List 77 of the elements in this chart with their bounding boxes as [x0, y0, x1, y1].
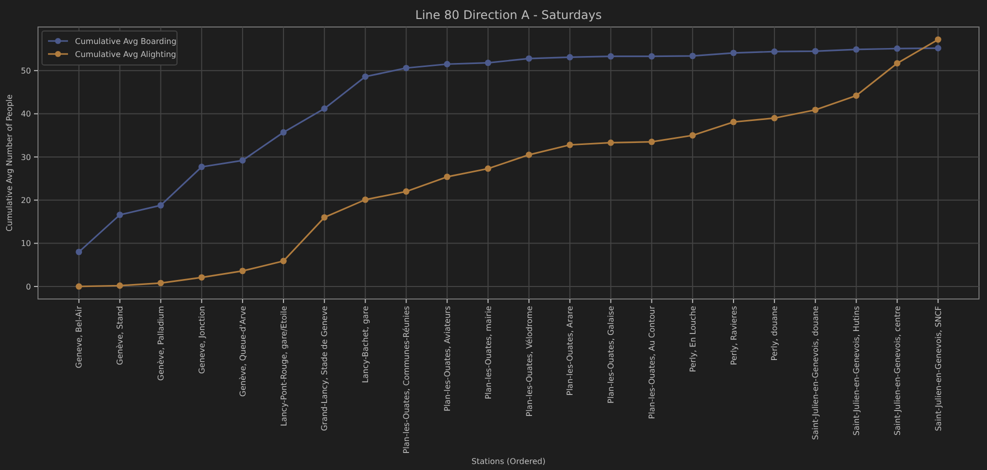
point — [608, 53, 614, 60]
point — [526, 152, 532, 158]
x-tick-label: Saint-Julien-en-Genevois, centre — [892, 306, 902, 436]
point — [689, 52, 696, 60]
point — [484, 60, 492, 66]
point — [566, 142, 574, 148]
x-tick-label: Perly, En Louche — [688, 306, 698, 372]
legend-label: Cumulative Avg Boarding — [75, 36, 176, 46]
point — [566, 54, 574, 60]
point — [444, 174, 450, 180]
x-tick-label: Genève, Stand — [116, 306, 125, 366]
x-tick-label: Plan-les-Ouates, Galaise — [606, 306, 616, 404]
point — [648, 53, 655, 60]
point — [239, 157, 246, 164]
x-tick-label: Saint-Julien-en-Genevois, SNCF — [934, 306, 943, 432]
point — [198, 164, 205, 170]
point — [444, 60, 450, 68]
point — [321, 214, 328, 221]
x-tick-label: Geneve, Bel-Air — [74, 305, 84, 368]
point — [648, 138, 655, 146]
x-tick-label: Genève, Queue-d'Arve — [238, 306, 248, 397]
point — [853, 46, 860, 53]
point — [158, 280, 164, 286]
legend-label: Cumulative Avg Alighting — [75, 50, 176, 59]
y-tick-label: 50 — [20, 66, 31, 76]
point — [894, 60, 900, 66]
point — [934, 36, 942, 43]
x-tick-label: Plan-les-Ouates, Aviateurs — [442, 306, 452, 412]
point — [362, 196, 369, 203]
point — [526, 55, 532, 62]
x-tick-label: Grand-Lancy, Stade de Geneve — [320, 306, 330, 432]
x-tick-label: Lancy-Pont-Rouge, gare/Etoile — [279, 306, 288, 426]
x-tick-label: Genève, Palladium — [156, 306, 166, 381]
point — [158, 202, 164, 209]
y-tick-label: 0 — [26, 282, 31, 292]
point — [239, 268, 246, 274]
y-axis-title: Cumulative Avg Number of People — [5, 94, 14, 232]
point — [771, 48, 778, 55]
y-tick-label: 10 — [20, 239, 31, 248]
point — [484, 165, 492, 172]
point — [608, 140, 614, 146]
x-tick-label: Plan-les-Ouates, Communes-Réunies — [402, 306, 412, 454]
x-tick-label: Saint-Julien-en-Genevois, douane — [811, 306, 820, 440]
point — [362, 73, 369, 80]
point — [76, 248, 82, 256]
point — [730, 118, 737, 126]
point — [116, 212, 124, 218]
chart-title: Line 80 Direction A - Saturdays — [415, 8, 602, 22]
x-tick-label: Plan-les-Ouates, Au Contour — [647, 305, 656, 419]
point — [812, 48, 819, 54]
point — [730, 50, 737, 56]
x-tick-label: Saint-Julien-en-Genevois, Hutins — [852, 306, 862, 436]
x-tick-label: Lancy-Bachet, gare — [361, 306, 370, 384]
point — [280, 258, 287, 264]
y-tick-label: 30 — [20, 152, 31, 162]
x-tick-label: Perly, Ravieres — [729, 306, 738, 366]
x-tick-label: Perly, douane — [770, 306, 780, 361]
point — [403, 64, 410, 72]
point — [853, 92, 860, 99]
point — [116, 282, 124, 289]
point — [934, 44, 942, 52]
x-axis-title: Stations (Ordered) — [472, 457, 546, 466]
point — [403, 188, 410, 195]
point — [771, 114, 778, 122]
x-tick-label: Plan-les-Ouates, mairie — [484, 306, 493, 400]
x-tick-label: Plan-les-Ouates, Arare — [566, 306, 575, 396]
point — [198, 274, 205, 281]
point — [689, 132, 696, 139]
point — [321, 105, 328, 112]
point — [76, 283, 82, 290]
y-tick-label: 40 — [20, 110, 31, 119]
x-tick-label: Plan-les-Ouates, Vélodrome — [524, 306, 534, 417]
point — [280, 129, 287, 136]
x-tick-label: Geneve, Jonction — [197, 306, 206, 374]
point — [812, 106, 819, 114]
y-tick-label: 20 — [20, 196, 31, 205]
point — [894, 45, 900, 52]
